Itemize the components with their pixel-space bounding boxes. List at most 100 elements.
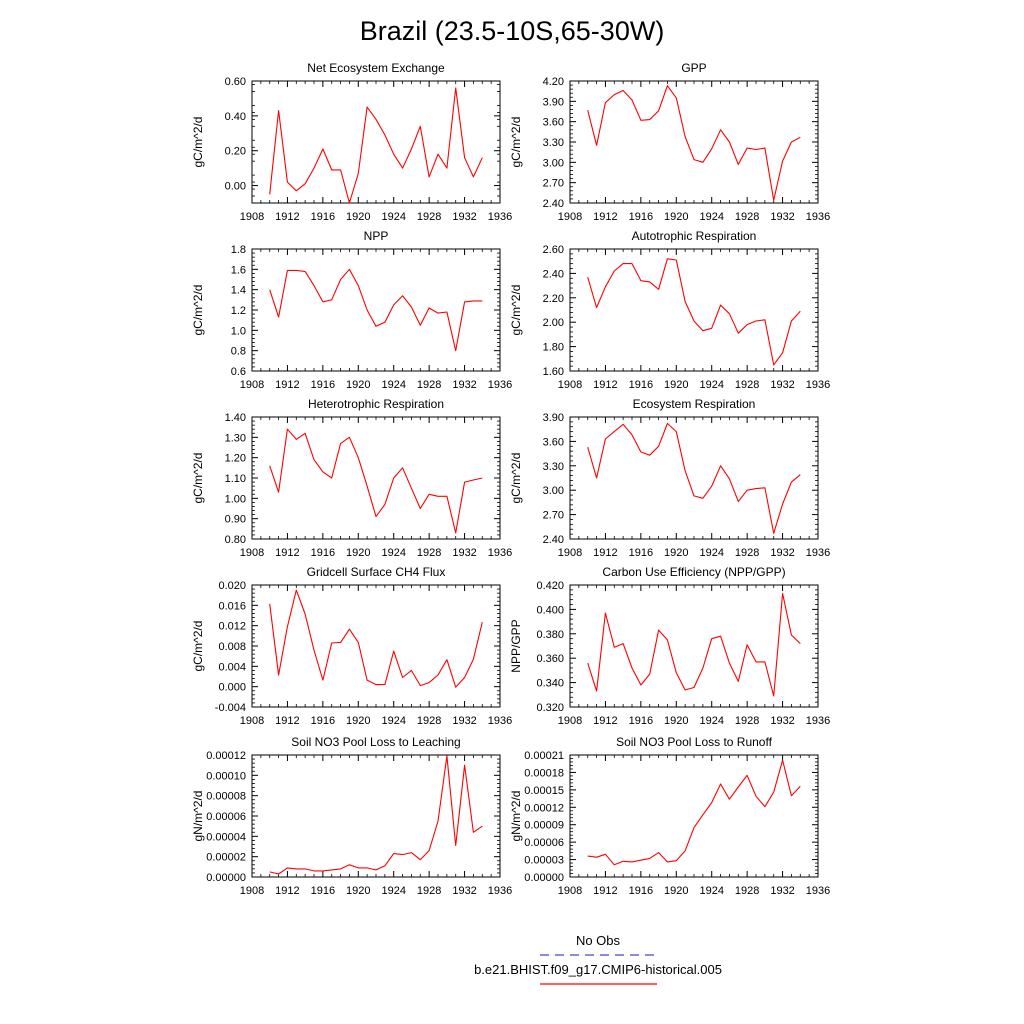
- chart-panel: Heterotrophic Respiration gC/m^2/d 1908 191…: [191, 397, 512, 559]
- chart-title: NPP: [364, 229, 389, 243]
- y-tick-label: 0.00012: [206, 750, 246, 762]
- x-tick-label: 1912: [275, 379, 299, 391]
- y-tick-label: 0.340: [536, 678, 564, 690]
- x-tick-label: 1916: [629, 547, 653, 559]
- chart-panel: Net Ecosystem Exchange gC/m^2/d 1908 1912 19…: [191, 61, 512, 223]
- x-tick-label: 1920: [346, 379, 370, 391]
- x-tick-label: 1912: [275, 885, 299, 897]
- y-tick-label: 0.00000: [206, 872, 246, 884]
- x-tick-label: 1932: [452, 885, 476, 897]
- y-tick-label: 0.380: [536, 629, 564, 641]
- plot-frame: [251, 416, 501, 540]
- y-tick-label: 0.008: [218, 641, 246, 653]
- y-tick-label: 0.012: [218, 621, 246, 633]
- x-tick-label: 1920: [664, 715, 688, 727]
- y-tick-label: 4.20: [543, 76, 564, 88]
- x-tick-label: 1920: [346, 211, 370, 223]
- x-tick-label: 1936: [488, 715, 512, 727]
- x-tick-label: 1932: [452, 379, 476, 391]
- series-line: [587, 258, 801, 366]
- legend-obs-label: No Obs: [576, 933, 621, 948]
- x-tick-label: 1916: [311, 885, 335, 897]
- chart-title: Heterotrophic Respiration: [308, 397, 444, 411]
- x-tick-label: 1916: [311, 715, 335, 727]
- x-tick-label: 1924: [381, 211, 405, 223]
- y-axis-label: NPP/GPP: [509, 619, 523, 672]
- y-tick-label: 3.00: [543, 485, 564, 497]
- y-tick-label: 0.00012: [524, 802, 564, 814]
- y-tick-label: 1.4: [231, 285, 246, 297]
- y-tick-label: 0.000: [218, 682, 246, 694]
- x-tick-label: 1912: [593, 379, 617, 391]
- y-axis-label: gC/m^2/d: [191, 621, 205, 672]
- y-tick-label: 0.00006: [524, 837, 564, 849]
- series-line: [587, 422, 801, 534]
- x-tick-label: 1924: [699, 715, 723, 727]
- x-tick-label: 1920: [346, 715, 370, 727]
- y-axis-label: gC/m^2/d: [509, 453, 523, 504]
- y-tick-label: 0.90: [225, 514, 246, 526]
- x-tick-label: 1912: [275, 715, 299, 727]
- x-tick-label: 1928: [735, 547, 759, 559]
- x-tick-label: 1916: [311, 547, 335, 559]
- chart-panel: NPP gC/m^2/d 1908 1912 1916 1920 1924 1928 1932 1…: [191, 229, 512, 391]
- x-tick-label: 1916: [629, 379, 653, 391]
- x-tick-label: 1908: [558, 715, 582, 727]
- x-tick-label: 1924: [699, 211, 723, 223]
- x-tick-label: 1936: [806, 715, 830, 727]
- plot-frame: [251, 584, 501, 708]
- x-tick-label: 1908: [240, 715, 264, 727]
- y-axis-label: gC/m^2/d: [191, 453, 205, 504]
- x-tick-label: 1920: [664, 547, 688, 559]
- x-tick-label: 1908: [240, 379, 264, 391]
- x-tick-label: 1920: [664, 885, 688, 897]
- y-tick-label: 0.400: [536, 604, 564, 616]
- x-tick-label: 1912: [593, 715, 617, 727]
- legend-model-label: b.e21.BHIST.f09_g17.CMIP6-historical.005: [474, 962, 722, 977]
- x-tick-label: 1916: [629, 885, 653, 897]
- y-tick-label: 0.80: [225, 534, 246, 546]
- y-tick-label: 0.00002: [206, 852, 246, 864]
- x-tick-label: 1924: [381, 547, 405, 559]
- x-tick-label: 1916: [629, 715, 653, 727]
- y-axis-label: gN/m^2/d: [191, 791, 205, 842]
- x-tick-label: 1932: [770, 379, 794, 391]
- y-tick-label: 3.00: [543, 157, 564, 169]
- plot-frame: [251, 754, 501, 878]
- y-tick-label: 1.8: [231, 244, 246, 256]
- y-tick-label: 1.20: [225, 453, 246, 465]
- y-tick-label: 0.00009: [524, 820, 564, 832]
- x-tick-label: 1932: [452, 715, 476, 727]
- x-tick-label: 1928: [417, 715, 441, 727]
- x-tick-label: 1912: [593, 547, 617, 559]
- chart-panel: GPP gC/m^2/d 1908 1912 1916 1920 1924 1928 1932 1…: [509, 61, 830, 223]
- y-tick-label: 1.00: [225, 493, 246, 505]
- y-tick-label: 0.00003: [524, 855, 564, 867]
- x-tick-label: 1924: [699, 885, 723, 897]
- x-tick-label: 1916: [629, 211, 653, 223]
- x-tick-label: 1924: [381, 885, 405, 897]
- y-tick-label: 0.00008: [206, 791, 246, 803]
- y-tick-label: 0.320: [536, 702, 564, 714]
- chart-panel: Autotrophic Respiration gC/m^2/d 1908 1912 1…: [509, 229, 830, 391]
- y-tick-label: 0.00021: [524, 750, 564, 762]
- x-tick-label: 1936: [806, 211, 830, 223]
- y-tick-label: 3.60: [543, 436, 564, 448]
- x-tick-label: 1932: [770, 715, 794, 727]
- chart-title: Gridcell Surface CH4 Flux: [307, 565, 446, 579]
- chart-title: Carbon Use Efficiency (NPP/GPP): [602, 565, 785, 579]
- y-tick-label: 2.00: [543, 317, 564, 329]
- chart-title: Soil NO3 Pool Loss to Runoff: [616, 735, 773, 749]
- x-tick-label: 1928: [417, 379, 441, 391]
- chart-panel: Carbon Use Efficiency (NPP/GPP) NPP/GPP 19…: [509, 565, 830, 727]
- x-tick-label: 1928: [417, 547, 441, 559]
- x-tick-label: 1932: [770, 885, 794, 897]
- x-tick-label: 1936: [806, 885, 830, 897]
- x-tick-label: 1936: [488, 885, 512, 897]
- x-tick-label: 1932: [452, 211, 476, 223]
- y-tick-label: 3.90: [543, 412, 564, 424]
- series-line: [269, 589, 483, 688]
- x-tick-label: 1912: [593, 211, 617, 223]
- y-tick-label: 0.420: [536, 580, 564, 592]
